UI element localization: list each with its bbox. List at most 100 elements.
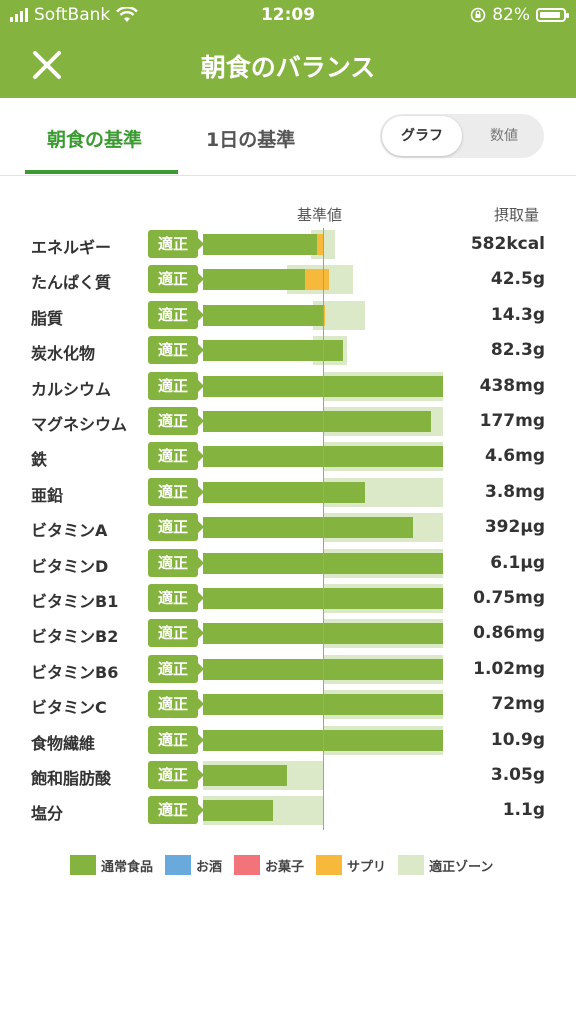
status-badge: 適正 [148,407,204,435]
battery-icon [536,8,569,22]
carrier-label: SoftBank [34,5,111,25]
food-intake-bar [203,304,323,326]
intake-value: 82.3g [490,340,545,361]
status-badge: 適正 [148,584,204,612]
supplement-intake-bar [317,234,323,255]
food-intake-bar [203,269,305,291]
close-icon[interactable] [30,48,64,82]
legend-label: 通常食品 [101,859,154,875]
nutrient-row: たんぱく質 適正 42.5g [0,262,576,297]
food-intake-bar [203,340,344,362]
status-badge: 適正 [148,761,204,789]
legend-label: お酒 [196,859,223,875]
status-badge: 適正 [148,371,204,400]
tab-breakfast-standard[interactable]: 朝食の基準 [47,129,143,151]
battery-group: 82% [470,5,569,25]
nutrient-name: 鉄 [31,450,48,470]
numeric-view-button[interactable]: 数値 [490,128,518,144]
intake-value: 10.9g [490,729,545,750]
nutrient-name: マグネシウム [31,415,128,434]
intake-value: 4.6mg [485,446,545,467]
supplement-intake-bar [323,304,326,326]
intake-value: 14.3g [490,304,545,325]
nutrient-row: カルシウム 適正 438mg [0,369,576,404]
intake-value: 582kcal [470,234,545,254]
legend-swatch [70,855,96,875]
status-bar: SoftBank 12:09 82% [0,0,576,30]
status-badge: 適正 [148,690,204,719]
nutrient-name: 炭水化物 [31,344,96,364]
signal-icon [10,8,28,22]
status-time: 12:09 [260,5,316,25]
nutrient-row: 食物繊維 適正 10.9g [0,723,576,758]
nutrient-name: ビタミンA [31,521,108,541]
nutrient-row: 炭水化物 適正 82.3g [0,333,576,368]
intake-value: 3.05g [490,765,545,785]
status-badge: 適正 [148,619,204,648]
nutrient-name: たんぱく質 [31,273,112,293]
nutrient-name: 飽和脂肪酸 [31,769,112,788]
intake-value: 0.75mg [473,588,545,608]
nutrient-row: 鉄 適正 4.6mg [0,439,576,474]
nutrient-name: 塩分 [31,804,64,824]
nutrient-row: ビタミンB6 適正 1.02mg [0,652,576,687]
intake-value: 72mg [491,694,545,715]
nutrient-name: エネルギー [31,238,112,257]
food-intake-bar [203,411,431,432]
nutrient-name: ビタミンC [31,698,107,718]
legend-item: 通常食品 [70,855,153,875]
food-intake-bar [203,765,287,786]
status-badge: 適正 [148,300,204,329]
legend-item: 適正ゾーン [398,855,493,875]
tab-bar: 朝食の基準 1日の基準 グラフ 数値 [0,98,576,176]
status-badge: 適正 [148,654,204,683]
intake-column-header: 摂取量 [494,206,540,224]
orientation-lock-icon [470,7,486,23]
nutrient-name: カルシウム [31,379,112,399]
legend-item: お菓子 [234,855,304,875]
legend-item: お酒 [165,855,222,875]
legend-label: 適正ゾーン [429,859,494,875]
nutrient-row: 塩分 適正 1.1g [0,793,576,828]
nutrient-name: ビタミンD [31,556,109,576]
nutrient-row: ビタミンB2 適正 0.86mg [0,616,576,651]
legend: 通常食品 お酒 お菓子 サプリ 適正ゾーン [70,855,505,875]
nutrient-name: 脂質 [31,308,64,328]
tab-daily-standard[interactable]: 1日の基準 [206,129,296,151]
intake-value: 438mg [479,375,545,396]
legend-label: お菓子 [265,859,305,875]
nutrient-row: マグネシウム 適正 177mg [0,404,576,439]
nutrient-name: ビタミンB1 [31,592,119,611]
status-badge: 適正 [148,336,204,365]
food-intake-bar [203,800,273,822]
nutrient-row: 亜鉛 適正 3.8mg [0,475,576,510]
active-tab-indicator [25,170,178,174]
status-badge: 適正 [148,265,204,294]
food-intake-bar [203,481,365,503]
legend-swatch [398,855,425,875]
wifi-icon [116,7,139,22]
legend-item: サプリ [316,855,386,875]
status-badge: 適正 [148,477,204,506]
view-toggle: グラフ 数値 [380,114,544,158]
intake-value: 1.02mg [473,658,545,679]
supplement-intake-bar [305,269,329,291]
graph-view-button[interactable]: グラフ [382,116,462,156]
legend-swatch [316,855,343,875]
status-badge: 適正 [148,725,204,754]
intake-value: 0.86mg [473,623,545,644]
battery-percent: 82% [492,5,530,25]
nutrient-row: 脂質 適正 14.3g [0,298,576,333]
standard-column-header: 基準値 [297,206,343,224]
status-badge: 適正 [148,230,204,258]
standard-baseline [323,228,324,830]
food-intake-bar [203,517,413,539]
intake-value: 6.1μg [490,552,545,573]
nutrient-name: ビタミンB2 [31,627,119,647]
page-title: 朝食のバランス [200,53,376,82]
intake-value: 3.8mg [485,481,545,502]
legend-swatch [234,855,261,875]
app-header: 朝食のバランス [0,30,576,98]
nutrient-row: ビタミンB1 適正 0.75mg [0,581,576,616]
carrier-group: SoftBank [10,5,139,25]
